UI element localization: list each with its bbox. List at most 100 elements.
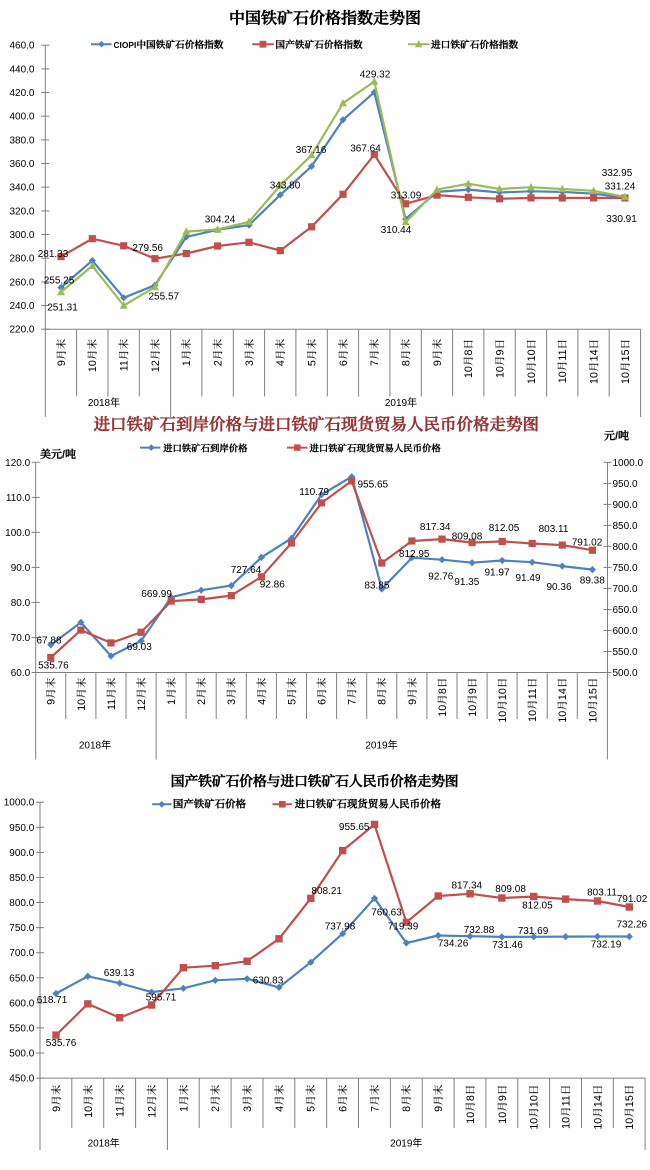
svg-text:1月末: 1月末 — [176, 1084, 191, 1112]
svg-text:进口铁矿石现货贸易人民币价格: 进口铁矿石现货贸易人民币价格 — [309, 441, 442, 455]
svg-text:808.21: 808.21 — [311, 886, 342, 897]
svg-text:92.86: 92.86 — [260, 580, 285, 591]
svg-text:7月末: 7月末 — [367, 338, 382, 366]
svg-text:国产铁矿石价格: 国产铁矿石价格 — [173, 796, 247, 811]
svg-text:8月末: 8月末 — [399, 1084, 414, 1112]
svg-text:11月末: 11月末 — [117, 339, 132, 372]
svg-text:343.80: 343.80 — [270, 181, 301, 192]
svg-text:630.83: 630.83 — [253, 976, 284, 987]
svg-text:2019年: 2019年 — [385, 396, 417, 409]
svg-text:1000.0: 1000.0 — [4, 798, 35, 809]
svg-text:760.63: 760.63 — [371, 908, 402, 919]
svg-text:251.31: 251.31 — [47, 303, 78, 314]
svg-text:10月11日: 10月11日 — [555, 339, 570, 383]
svg-text:650.0: 650.0 — [9, 973, 34, 984]
svg-text:750.0: 750.0 — [9, 923, 34, 934]
svg-text:CIOPI中国铁矿石价格指数: CIOPI中国铁矿石价格指数 — [114, 37, 224, 51]
svg-text:100.0: 100.0 — [5, 528, 30, 539]
svg-text:732.19: 732.19 — [591, 940, 622, 951]
svg-text:950.0: 950.0 — [9, 823, 34, 834]
svg-text:2月末: 2月末 — [211, 338, 226, 366]
svg-text:10月11日: 10月11日 — [559, 1085, 574, 1129]
svg-text:595.71: 595.71 — [146, 993, 177, 1004]
svg-text:650.0: 650.0 — [613, 605, 638, 616]
svg-text:进口铁矿石现货贸易人民币价格: 进口铁矿石现货贸易人民币价格 — [294, 796, 442, 811]
svg-text:4月末: 4月末 — [273, 338, 288, 366]
svg-text:9月末: 9月末 — [431, 1084, 446, 1112]
svg-text:727.64: 727.64 — [231, 565, 262, 576]
svg-text:10月14日: 10月14日 — [587, 339, 602, 384]
svg-text:90.36: 90.36 — [546, 582, 571, 593]
svg-text:69.03: 69.03 — [127, 642, 152, 653]
svg-text:10月末: 10月末 — [74, 677, 89, 711]
svg-text:10月9日: 10月9日 — [495, 1085, 510, 1124]
svg-text:850.0: 850.0 — [613, 521, 638, 532]
svg-text:10月8日: 10月8日 — [463, 1085, 478, 1124]
svg-text:618.71: 618.71 — [37, 995, 68, 1006]
svg-text:10月10日: 10月10日 — [495, 678, 510, 723]
svg-text:732.26: 732.26 — [617, 920, 648, 931]
svg-text:国产铁矿石价格指数: 国产铁矿石价格指数 — [275, 37, 362, 51]
svg-text:10月14日: 10月14日 — [555, 678, 570, 723]
svg-text:669.99: 669.99 — [141, 589, 172, 600]
svg-text:10月14日: 10月14日 — [590, 1085, 605, 1130]
svg-text:12月末: 12月末 — [134, 677, 149, 711]
svg-text:5月末: 5月末 — [304, 1084, 319, 1112]
svg-text:279.56: 279.56 — [132, 243, 163, 254]
svg-text:1000.0: 1000.0 — [613, 458, 644, 469]
svg-text:900.0: 900.0 — [613, 500, 638, 511]
svg-text:639.13: 639.13 — [104, 968, 135, 979]
svg-text:110.79: 110.79 — [299, 487, 329, 498]
svg-text:535.76: 535.76 — [46, 1038, 77, 1049]
svg-text:367.16: 367.16 — [296, 145, 327, 156]
svg-text:进口铁矿石到岸价格与进口铁矿石现货贸易人民币价格走势图: 进口铁矿石到岸价格与进口铁矿石现货贸易人民币价格走势图 — [93, 411, 540, 435]
svg-text:719.39: 719.39 — [388, 922, 419, 933]
svg-text:5月末: 5月末 — [305, 338, 320, 366]
svg-text:600.0: 600.0 — [613, 626, 638, 637]
svg-text:400.0: 400.0 — [9, 112, 34, 123]
svg-text:2019年: 2019年 — [365, 739, 397, 752]
svg-text:6月末: 6月末 — [336, 338, 351, 366]
svg-text:817.34: 817.34 — [420, 522, 451, 533]
svg-text:10月10日: 10月10日 — [527, 1085, 542, 1130]
svg-text:700.0: 700.0 — [9, 948, 34, 959]
svg-text:734.26: 734.26 — [438, 939, 469, 950]
svg-text:9月末: 9月末 — [430, 338, 445, 366]
svg-text:310.44: 310.44 — [381, 225, 412, 236]
svg-text:500.0: 500.0 — [613, 668, 638, 679]
svg-text:809.08: 809.08 — [452, 532, 483, 543]
svg-text:380.0: 380.0 — [9, 135, 34, 146]
svg-text:330.91: 330.91 — [606, 214, 637, 225]
svg-text:260.0: 260.0 — [9, 277, 34, 288]
svg-text:800.0: 800.0 — [613, 542, 638, 553]
svg-text:440.0: 440.0 — [9, 64, 34, 75]
svg-text:9月末: 9月末 — [405, 677, 420, 705]
svg-text:6月末: 6月末 — [336, 1084, 351, 1112]
svg-text:800.0: 800.0 — [9, 898, 34, 909]
svg-text:803.11: 803.11 — [587, 888, 617, 899]
svg-text:10月末: 10月末 — [85, 338, 100, 372]
svg-text:791.02: 791.02 — [617, 894, 648, 905]
svg-text:9月末: 9月末 — [54, 338, 69, 366]
svg-text:950.0: 950.0 — [613, 479, 638, 490]
svg-text:91.97: 91.97 — [484, 568, 509, 579]
svg-text:11月末: 11月末 — [113, 1084, 128, 1117]
svg-text:10月10日: 10月10日 — [524, 339, 539, 384]
svg-text:2019年: 2019年 — [390, 1137, 422, 1150]
svg-text:10月15日: 10月15日 — [618, 339, 633, 384]
svg-text:2018年: 2018年 — [79, 739, 111, 752]
svg-text:80.0: 80.0 — [11, 598, 31, 609]
svg-text:91.35: 91.35 — [454, 577, 479, 588]
svg-text:进口铁矿石价格指数: 进口铁矿石价格指数 — [430, 37, 518, 51]
svg-text:美元/吨: 美元/吨 — [40, 446, 76, 462]
svg-text:3月末: 3月末 — [242, 338, 257, 366]
svg-text:281.33: 281.33 — [38, 249, 69, 260]
svg-text:9月末: 9月末 — [49, 1084, 64, 1112]
svg-text:750.0: 750.0 — [613, 563, 638, 574]
svg-text:340.0: 340.0 — [9, 183, 34, 194]
svg-text:700.0: 700.0 — [613, 584, 638, 595]
svg-text:国产铁矿石价格与进口铁矿石人民币价格走势图: 国产铁矿石价格与进口铁矿石人民币价格走势图 — [171, 771, 459, 791]
svg-text:220.0: 220.0 — [9, 325, 34, 336]
svg-text:10月15日: 10月15日 — [622, 1085, 637, 1130]
svg-text:420.0: 420.0 — [9, 88, 34, 99]
